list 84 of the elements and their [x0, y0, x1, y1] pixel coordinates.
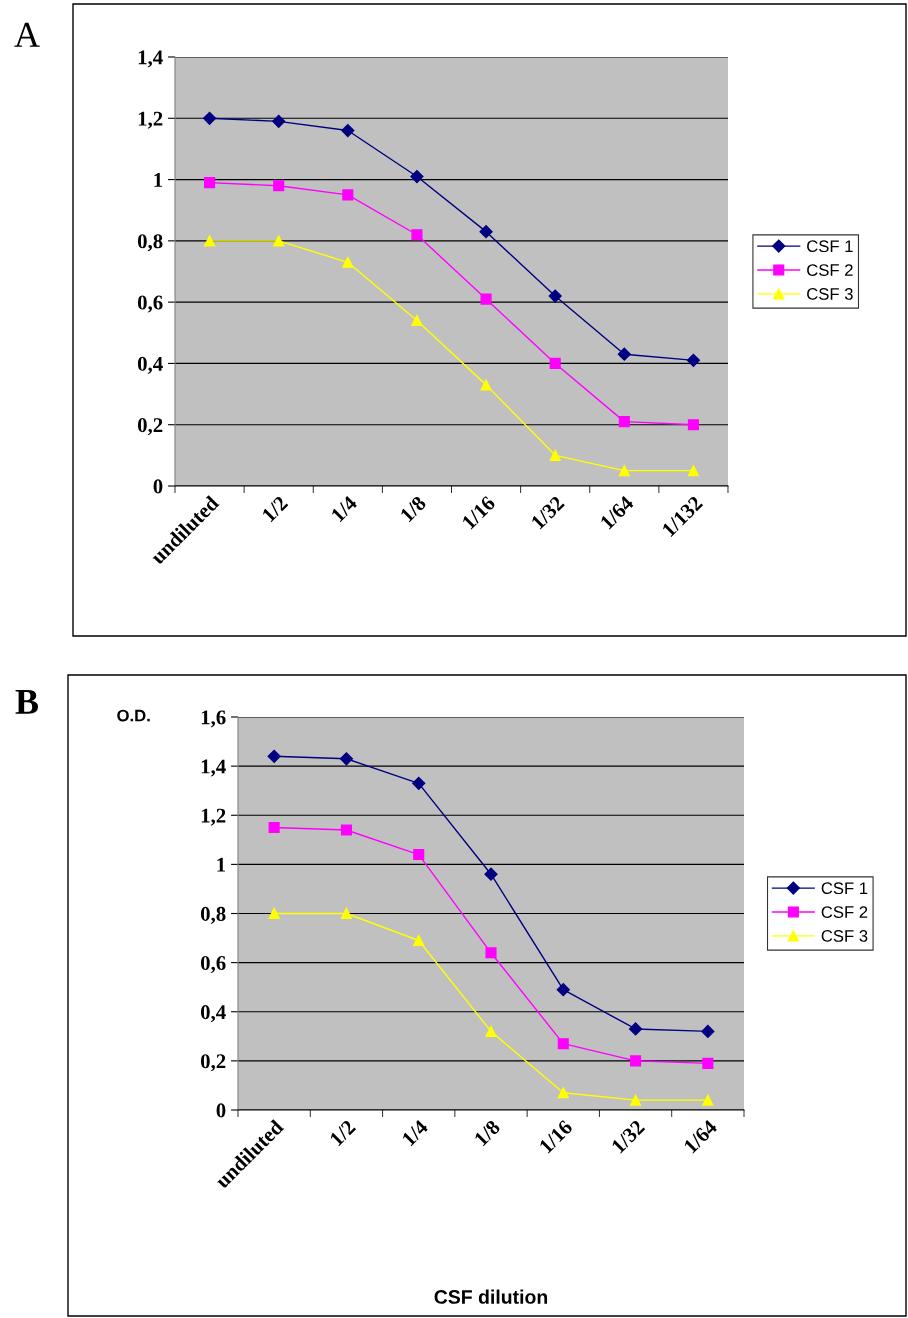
point: [548, 289, 562, 303]
point: [339, 752, 354, 766]
point: [413, 848, 425, 861]
point: [410, 169, 424, 184]
x-tick-label: 1/4: [330, 495, 358, 523]
point: [340, 907, 352, 920]
y-tick-label: 0: [153, 479, 163, 494]
x-tick-label: 1/16: [461, 495, 496, 530]
y-tick-label: 0,4: [137, 356, 163, 374]
point: [485, 1025, 497, 1037]
y-tick-label: 1,4: [201, 759, 226, 777]
y-tick-label: 0,8: [137, 234, 163, 252]
point: [342, 189, 354, 201]
y-tick-label: 0,2: [137, 418, 163, 436]
point: [412, 776, 426, 790]
point: [268, 907, 280, 920]
x-tick-label: 1/2: [329, 1119, 357, 1147]
legend-label: CSF 2: [821, 906, 868, 918]
point: [630, 1094, 642, 1106]
y-tick-label: 1: [154, 173, 163, 187]
y-axis-title: O.D.: [117, 709, 150, 722]
x-tick-label: 1/16: [538, 1119, 574, 1154]
point: [556, 983, 570, 997]
y-tick-label: 0,6: [200, 956, 226, 974]
x-axis-title: CSF dilution: [434, 1289, 548, 1304]
point: [618, 416, 630, 428]
y-tick-label: 0,2: [200, 1054, 226, 1072]
point: [485, 947, 497, 959]
y-tick-label: 1: [217, 857, 226, 872]
point: [268, 821, 280, 834]
point: [702, 1094, 714, 1106]
point: [480, 379, 492, 391]
point: [549, 449, 561, 461]
legend-label: CSF 2: [807, 264, 853, 276]
point: [702, 1057, 714, 1069]
point: [273, 235, 285, 247]
y-tick-label: 0: [216, 1103, 226, 1118]
x-tick-label: 1/32: [530, 495, 565, 530]
point: [630, 1055, 642, 1067]
y-tick-label: 1,2: [201, 808, 226, 826]
y-tick-label: 0,4: [200, 1005, 226, 1023]
point: [342, 256, 354, 268]
point: [479, 225, 493, 239]
y-tick-label: 1,4: [138, 50, 163, 68]
text: A: [14, 22, 40, 47]
point: [686, 353, 701, 367]
point: [617, 347, 631, 361]
point: [411, 314, 423, 327]
point: [484, 867, 498, 881]
point: [411, 229, 423, 241]
legend-label: CSF 1: [821, 882, 868, 895]
x-tick-label: 1/4: [401, 1119, 429, 1147]
legend-label: CSF 1: [807, 240, 853, 253]
point: [687, 465, 699, 477]
y-tick-label: 1,2: [138, 111, 163, 129]
point: [341, 123, 355, 138]
x-tick-label: 1/2: [261, 495, 289, 523]
y-tick-label: 0,6: [137, 295, 163, 313]
point: [204, 235, 216, 247]
y-tick-label: 1,6: [201, 710, 226, 728]
legend-label: CSF 3: [821, 930, 868, 942]
y-tick-label: 0,8: [200, 906, 226, 924]
point: [628, 1022, 643, 1036]
point: [340, 824, 352, 836]
point: [618, 465, 630, 477]
point: [549, 357, 561, 369]
point: [267, 749, 281, 763]
point: [413, 934, 425, 947]
x-tick-label: 1/64: [683, 1119, 718, 1154]
point: [202, 111, 217, 125]
point: [480, 293, 492, 305]
point: [204, 177, 216, 189]
x-tick-label: 1/32: [611, 1119, 646, 1154]
point: [701, 1024, 715, 1038]
point: [557, 1087, 569, 1099]
legend-label: CSF 3: [807, 288, 853, 300]
point: [272, 114, 286, 128]
point: [557, 1038, 569, 1050]
x-tick-label: 1/8: [399, 495, 427, 523]
x-tick-label: 1/8: [473, 1119, 501, 1147]
point: [687, 419, 699, 431]
text: B: [15, 690, 39, 714]
x-tick-label: 1/64: [599, 495, 635, 530]
point: [273, 180, 285, 192]
